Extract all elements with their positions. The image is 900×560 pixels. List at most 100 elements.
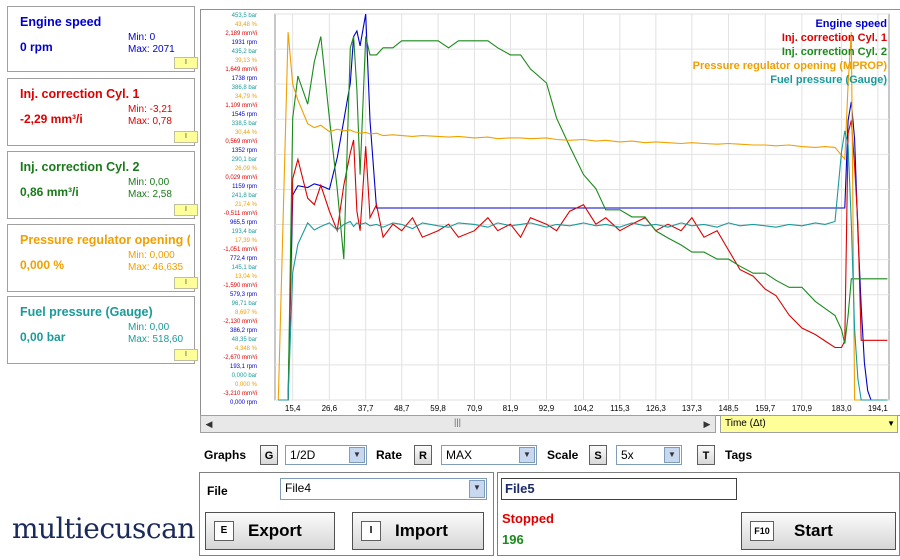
chevron-down-icon[interactable]: ▼ xyxy=(519,447,535,463)
y-tick-label: 1545 rpm xyxy=(232,112,257,118)
y-tick-label: 386,2 rpm xyxy=(230,328,257,334)
y-tick-label: 26,09 % xyxy=(235,166,258,172)
time-axis-label: Time (Δt) xyxy=(725,418,766,429)
y-tick-label: 241,8 bar xyxy=(232,193,257,199)
legend-entry: Pressure regulator opening (MPROP) xyxy=(693,60,888,72)
x-tick-label: 81,9 xyxy=(503,404,519,413)
y-tick-label: -1,051 mm³/i xyxy=(223,247,257,253)
file-panel: File File4 ▼ E Export I Import xyxy=(199,472,494,556)
legend-entry: Fuel pressure (Gauge) xyxy=(770,74,887,86)
param-indicator[interactable]: I xyxy=(174,349,198,361)
y-tick-label: -0,511 mm³/i xyxy=(224,211,257,217)
start-label: Start xyxy=(794,521,833,540)
param-indicator[interactable]: I xyxy=(174,131,198,143)
rate-select-value: MAX xyxy=(446,448,473,462)
param-indicator[interactable]: I xyxy=(174,204,198,216)
y-tick-label: 4,348 % xyxy=(235,346,258,352)
chevron-down-icon[interactable]: ▼ xyxy=(664,447,680,463)
rate-label: Rate xyxy=(376,448,403,462)
scale-label: Scale xyxy=(547,448,579,462)
recording-status: Stopped xyxy=(502,511,554,526)
chevron-down-icon[interactable]: ▼ xyxy=(349,447,365,463)
time-axis-select[interactable]: Time (Δt) ▼ xyxy=(720,415,898,433)
scale-select[interactable]: 5x ▼ xyxy=(616,445,682,465)
x-tick-label: 92,9 xyxy=(539,404,555,413)
y-tick-label: 0,000 rpm xyxy=(230,400,257,406)
rate-hotkey[interactable]: R xyxy=(414,445,432,465)
param-value: 0,000 % xyxy=(20,258,65,272)
param-panel-fuel-pressure[interactable]: Fuel pressure (Gauge) 0,00 bar Min: 0,00… xyxy=(7,296,198,364)
param-minmax: Min: -3,21 Max: 0,78 xyxy=(128,104,173,127)
y-tick-label: 17,39 % xyxy=(235,238,258,244)
horizontal-scrollbar[interactable]: ◀ ||| ▶ xyxy=(200,415,716,433)
scale-hotkey[interactable]: S xyxy=(589,445,607,465)
graphs-select[interactable]: 1/2D ▼ xyxy=(285,445,367,465)
y-tick-label: 193,1 rpm xyxy=(230,364,257,370)
series-line xyxy=(278,36,888,401)
x-tick-label: 183,0 xyxy=(832,404,853,413)
x-tick-label: 115,3 xyxy=(610,404,630,413)
start-button[interactable]: F10 Start xyxy=(741,512,896,550)
x-tick-label: 15,4 xyxy=(285,404,301,413)
param-title: Inj. correction Cyl. 1 xyxy=(20,87,140,101)
x-tick-label: 26,6 xyxy=(322,404,338,413)
export-button[interactable]: E Export xyxy=(205,512,335,550)
tags-hotkey[interactable]: T xyxy=(697,445,715,465)
recording-filename-field[interactable]: File5 xyxy=(501,478,737,500)
export-label: Export xyxy=(248,521,302,540)
app-logo: multiecuscan xyxy=(12,512,195,545)
scroll-left-icon[interactable]: ◀ xyxy=(205,419,213,429)
y-tick-label: 39,13 % xyxy=(235,58,258,64)
y-tick-label: -2,130 mm³/i xyxy=(223,319,257,325)
scroll-right-icon[interactable]: ▶ xyxy=(703,419,711,429)
y-tick-label: 453,5 bar xyxy=(232,13,257,19)
param-value: -2,29 mm³/i xyxy=(20,112,83,126)
param-title: Engine speed xyxy=(20,15,102,29)
param-panel-engine-speed[interactable]: Engine speed 0 rpm Min: 0 Max: 2071 I xyxy=(7,6,198,72)
param-minmax: Min: 0,00 Max: 2,58 xyxy=(128,177,172,200)
tags-label[interactable]: Tags xyxy=(725,448,753,462)
graphs-hotkey[interactable]: G xyxy=(260,445,278,465)
chevron-down-icon[interactable]: ▼ xyxy=(469,480,485,498)
param-indicator[interactable]: I xyxy=(174,57,198,69)
file-select[interactable]: File4 ▼ xyxy=(280,478,487,500)
import-hotkey: I xyxy=(361,521,381,541)
y-tick-label: 965,5 rpm xyxy=(230,220,257,226)
recording-panel: File5 Stopped 196 F10 Start xyxy=(497,472,900,556)
file-label: File xyxy=(207,484,228,498)
y-tick-label: 1352 rpm xyxy=(232,148,257,154)
param-panel-inj-correction-cyl2[interactable]: Inj. correction Cyl. 2 0,86 mm³/i Min: 0… xyxy=(7,151,198,219)
param-value: 0 rpm xyxy=(20,40,53,54)
param-panel-pressure-regulator[interactable]: Pressure regulator opening (MPROP) 0,000… xyxy=(7,224,198,292)
y-tick-label: 579,3 rpm xyxy=(230,292,257,298)
param-title: Fuel pressure (Gauge) xyxy=(20,305,153,319)
x-tick-label: 59,8 xyxy=(430,404,446,413)
y-tick-label: -3,210 mm³/i xyxy=(223,391,257,397)
param-indicator[interactable]: I xyxy=(174,277,198,289)
y-tick-label: 8,697 % xyxy=(235,310,258,316)
y-tick-label: 0,000 % xyxy=(235,382,258,388)
series-line xyxy=(278,120,888,401)
y-tick-label: -2,670 mm³/i xyxy=(223,355,257,361)
y-tick-label: 2,189 mm³/i xyxy=(225,31,257,37)
x-tick-label: 137,3 xyxy=(682,404,703,413)
import-button[interactable]: I Import xyxy=(352,512,484,550)
chevron-down-icon[interactable]: ▼ xyxy=(887,419,895,428)
x-tick-label: 148,5 xyxy=(719,404,740,413)
scale-select-value: 5x xyxy=(621,448,634,462)
rate-select[interactable]: MAX ▼ xyxy=(441,445,537,465)
x-tick-label: 104,2 xyxy=(573,404,594,413)
legend-entry: Engine speed xyxy=(815,18,887,30)
legend-entry: Inj. correction Cyl. 1 xyxy=(782,32,887,44)
line-chart: 15,4 26,6 37,7 48,7 59,8 70,9 81,9 92,9 104,2 115… xyxy=(223,13,890,413)
graph-area[interactable]: 15,4 26,6 37,7 48,7 59,8 70,9 81,9 92,9 104,2 115… xyxy=(200,9,900,416)
y-tick-label: 21,74 % xyxy=(235,202,258,208)
x-tick-label: 48,7 xyxy=(394,404,410,413)
y-tick-label: 338,5 bar xyxy=(232,121,257,127)
y-tick-label: 386,8 bar xyxy=(232,85,257,91)
param-panel-inj-correction-cyl1[interactable]: Inj. correction Cyl. 1 -2,29 mm³/i Min: … xyxy=(7,78,198,146)
x-tick-label: 170,9 xyxy=(792,404,813,413)
x-tick-label: 70,9 xyxy=(467,404,483,413)
scroll-thumb-grip-icon[interactable]: ||| xyxy=(454,417,462,427)
x-tick-label: 37,7 xyxy=(358,404,374,413)
